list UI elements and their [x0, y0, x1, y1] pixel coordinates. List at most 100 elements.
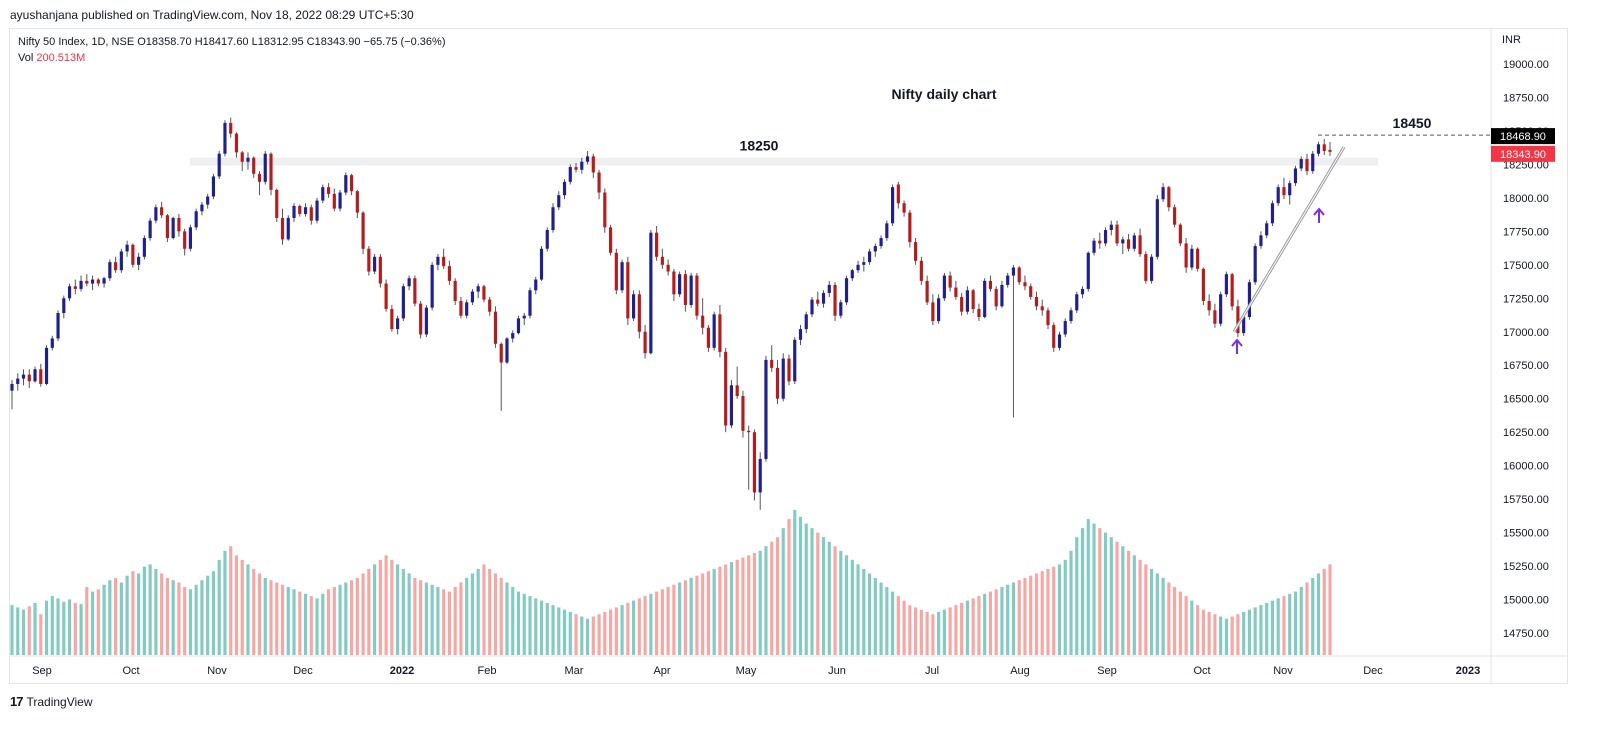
candle-up [1224, 274, 1228, 295]
price-marker-box [1491, 128, 1555, 145]
volume-bar [223, 550, 227, 655]
candle-down [378, 256, 382, 284]
volume-bar [1230, 616, 1234, 655]
chart-title: Nifty daily chart [891, 86, 996, 102]
candle-up [344, 175, 348, 193]
candle-up [793, 339, 797, 382]
volume-bar [643, 596, 647, 655]
volume-bar [1265, 602, 1269, 655]
volume-bar [1046, 568, 1050, 655]
candle-up [885, 223, 889, 239]
candle-up [810, 299, 814, 315]
volume-bar [321, 593, 325, 655]
volume-bar [1322, 568, 1326, 655]
price-tick-label: 17750.00 [1503, 226, 1549, 238]
volume-bar [142, 566, 146, 655]
candle-up [211, 176, 216, 197]
volume-bar [873, 577, 877, 655]
candle-up [373, 256, 377, 272]
candle-down [775, 367, 780, 399]
candle-up [1149, 256, 1154, 281]
volume-bar [781, 528, 785, 655]
resistance-zone-group [190, 157, 1378, 166]
volume-bar [655, 591, 659, 655]
candle-down [724, 351, 728, 426]
time-tick-label: Sep [32, 665, 52, 677]
volume-bar [1144, 564, 1148, 655]
time-tick-label: Oct [122, 665, 139, 677]
candle-down [275, 189, 279, 218]
volume-bar [931, 614, 935, 655]
volume-bar [16, 607, 20, 655]
volume-bar [522, 593, 526, 655]
candle-down [1144, 254, 1148, 281]
volume-bar [712, 568, 716, 655]
volume-bar [1196, 605, 1200, 655]
annotation-group: 18250 18450 [740, 115, 1491, 354]
candle-up [148, 220, 152, 239]
volume-bar [1201, 609, 1205, 655]
candle-up [188, 227, 193, 249]
candle-up [983, 280, 987, 318]
candle-down [1098, 240, 1102, 244]
volume-bar [706, 571, 710, 655]
volume-bar [62, 601, 66, 655]
volume-bar [1075, 537, 1079, 655]
candle-up [315, 200, 319, 221]
volume-bar [102, 584, 106, 655]
volume-bar [470, 573, 475, 655]
candle-up [1121, 239, 1125, 244]
candle-down [787, 358, 791, 382]
volume-bar [891, 591, 895, 655]
up-arrow-icon [1231, 338, 1243, 354]
candle-up [1132, 235, 1136, 249]
candle-up [1316, 144, 1321, 154]
volume-bar [850, 559, 854, 655]
candle-down [499, 343, 503, 363]
candle-up [424, 307, 428, 335]
volume-bar [580, 616, 584, 655]
volume-bar [666, 587, 670, 655]
candle-down [384, 283, 388, 310]
volume-bar [240, 559, 244, 655]
volume-bar [568, 611, 572, 655]
candle-down [252, 157, 256, 174]
candle-up [401, 286, 405, 319]
candle-up [292, 205, 296, 218]
volume-bar [816, 532, 820, 655]
candle-up [194, 211, 198, 228]
candle-down [1029, 286, 1033, 297]
candle-up [844, 278, 849, 303]
legend-vol-value: 200.513M [36, 52, 86, 64]
volume-bar [482, 564, 486, 655]
candle-up [867, 251, 872, 263]
candle-up [263, 153, 267, 182]
candle-down [655, 232, 659, 257]
candle-down [1207, 300, 1211, 311]
candle-down [666, 264, 670, 272]
volume-bar [85, 587, 89, 655]
candle-up [873, 246, 877, 252]
candle-down [1040, 306, 1044, 311]
candle-down [298, 205, 302, 214]
candle-up [580, 161, 584, 170]
volume-bar [632, 600, 636, 655]
volume-bar [430, 584, 434, 655]
volume-bar [942, 609, 946, 655]
candle-up [804, 314, 808, 330]
candle-up [1080, 288, 1085, 295]
candle-up [551, 207, 555, 231]
price-tick-label: 18750.00 [1503, 92, 1549, 104]
volume-bar [177, 582, 181, 655]
volume-bar [229, 546, 233, 655]
volume-bar [488, 568, 492, 655]
candle-down [442, 256, 446, 267]
volume-bar [188, 589, 193, 655]
candle-up [67, 286, 72, 299]
volume-bar [770, 541, 774, 655]
candle-up [407, 278, 411, 287]
candle-down [234, 133, 239, 153]
candle-down [1322, 144, 1326, 152]
volume-bar [234, 555, 239, 655]
